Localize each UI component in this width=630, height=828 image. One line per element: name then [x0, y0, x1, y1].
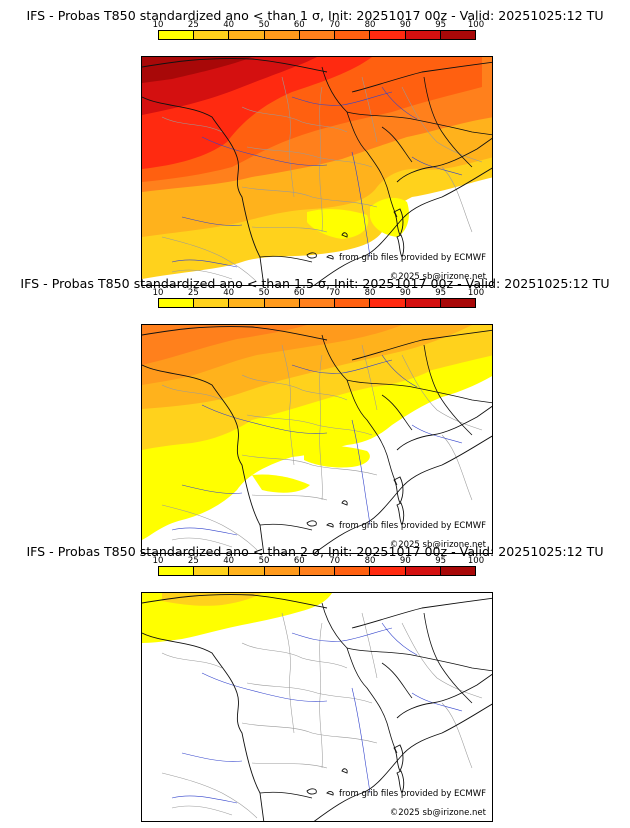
colorbar-tick: 95	[435, 556, 447, 566]
colorbar-tick: 80	[364, 556, 376, 566]
colorbar-swatch	[194, 31, 230, 39]
colorbar-tick: 100	[467, 20, 485, 30]
colorbar-swatch	[440, 567, 475, 575]
colorbar-tick: 10	[152, 288, 164, 298]
colorbar-swatch	[194, 567, 230, 575]
panel-3: IFS - Probas T850 standardized ano < tha…	[0, 544, 630, 822]
credit-copyright: ©2025 sb@irizone.net	[389, 272, 486, 282]
map-canvas	[142, 593, 492, 821]
panel-1: IFS - Probas T850 standardized ano < tha…	[0, 8, 630, 286]
colorbar-swatch	[264, 299, 300, 307]
colorbar-tick: 70	[329, 20, 341, 30]
colorbar-swatch	[299, 299, 336, 307]
colorbar-swatch	[405, 567, 441, 575]
colorbar-tick: 50	[258, 288, 270, 298]
colorbar-tick: 40	[223, 20, 235, 30]
colorbar-tick: 70	[329, 556, 341, 566]
colorbar-swatch	[159, 567, 195, 575]
credit-source: from grib files provided by ECMWF	[339, 521, 486, 531]
colorbar-tick: 90	[399, 556, 411, 566]
colorbar-swatch	[264, 31, 300, 39]
colorbar-swatch	[194, 299, 230, 307]
colorbar-swatch	[370, 567, 406, 575]
colorbar-swatch	[405, 299, 441, 307]
probability-map: from grib files provided by ECMWF ©2025 …	[141, 56, 493, 286]
colorbar-swatch	[370, 31, 406, 39]
colorbar-tick: 50	[258, 556, 270, 566]
colorbar-tick: 100	[467, 288, 485, 298]
colorbar-swatch	[159, 299, 195, 307]
colorbar-swatch	[229, 567, 265, 575]
colorbar-tick: 95	[435, 288, 447, 298]
colorbar-tick: 100	[467, 556, 485, 566]
colorbar-tick: 40	[223, 288, 235, 298]
colorbar-swatch	[299, 31, 336, 39]
colorbar	[158, 30, 476, 40]
probability-map: from grib files provided by ECMWF ©2025 …	[141, 324, 493, 554]
colorbar-tick: 25	[187, 288, 199, 298]
colorbar-swatch	[335, 567, 371, 575]
colorbar-tick: 25	[187, 20, 199, 30]
colorbar-swatch	[335, 299, 371, 307]
colorbar-swatch	[335, 31, 371, 39]
panel-2: IFS - Probas T850 standardized ano < tha…	[0, 276, 630, 554]
colorbar-tick: 70	[329, 288, 341, 298]
panel-title: IFS - Probas T850 standardized ano < tha…	[26, 544, 604, 559]
colorbar-ticks: 10 25 40 50 60 70 80 90 95 100	[153, 288, 485, 298]
colorbar-swatch	[370, 299, 406, 307]
colorbar-tick: 10	[152, 556, 164, 566]
colorbar	[158, 566, 476, 576]
colorbar-swatch	[299, 567, 336, 575]
colorbar-tick: 80	[364, 288, 376, 298]
colorbar-ticks: 10 25 40 50 60 70 80 90 95 100	[153, 20, 485, 30]
colorbar-tick: 60	[293, 288, 305, 298]
colorbar-tick: 10	[152, 20, 164, 30]
colorbar-tick: 90	[399, 20, 411, 30]
colorbar-swatch	[440, 31, 475, 39]
colorbar-tick: 90	[399, 288, 411, 298]
colorbar-tick: 95	[435, 20, 447, 30]
colorbar-tick: 80	[364, 20, 376, 30]
credit-source: from grib files provided by ECMWF	[339, 253, 486, 263]
map-canvas	[142, 57, 492, 285]
colorbar-swatch	[159, 31, 195, 39]
probability-map: from grib files provided by ECMWF ©2025 …	[141, 592, 493, 822]
colorbar-swatch	[264, 567, 300, 575]
map-canvas	[142, 325, 492, 553]
colorbar	[158, 298, 476, 308]
colorbar-tick: 40	[223, 556, 235, 566]
colorbar-swatch	[405, 31, 441, 39]
colorbar-swatch	[229, 299, 265, 307]
colorbar-ticks: 10 25 40 50 60 70 80 90 95 100	[153, 556, 485, 566]
colorbar-tick: 50	[258, 20, 270, 30]
colorbar-swatch	[440, 299, 475, 307]
colorbar-tick: 60	[293, 20, 305, 30]
credit-source: from grib files provided by ECMWF	[339, 789, 486, 799]
colorbar-tick: 60	[293, 556, 305, 566]
panel-title: IFS - Probas T850 standardized ano < tha…	[26, 8, 604, 23]
colorbar-swatch	[229, 31, 265, 39]
credit-copyright: ©2025 sb@irizone.net	[389, 808, 486, 818]
panel-title: IFS - Probas T850 standardized ano < tha…	[20, 276, 610, 291]
colorbar-tick: 25	[187, 556, 199, 566]
credit-copyright: ©2025 sb@irizone.net	[389, 540, 486, 550]
